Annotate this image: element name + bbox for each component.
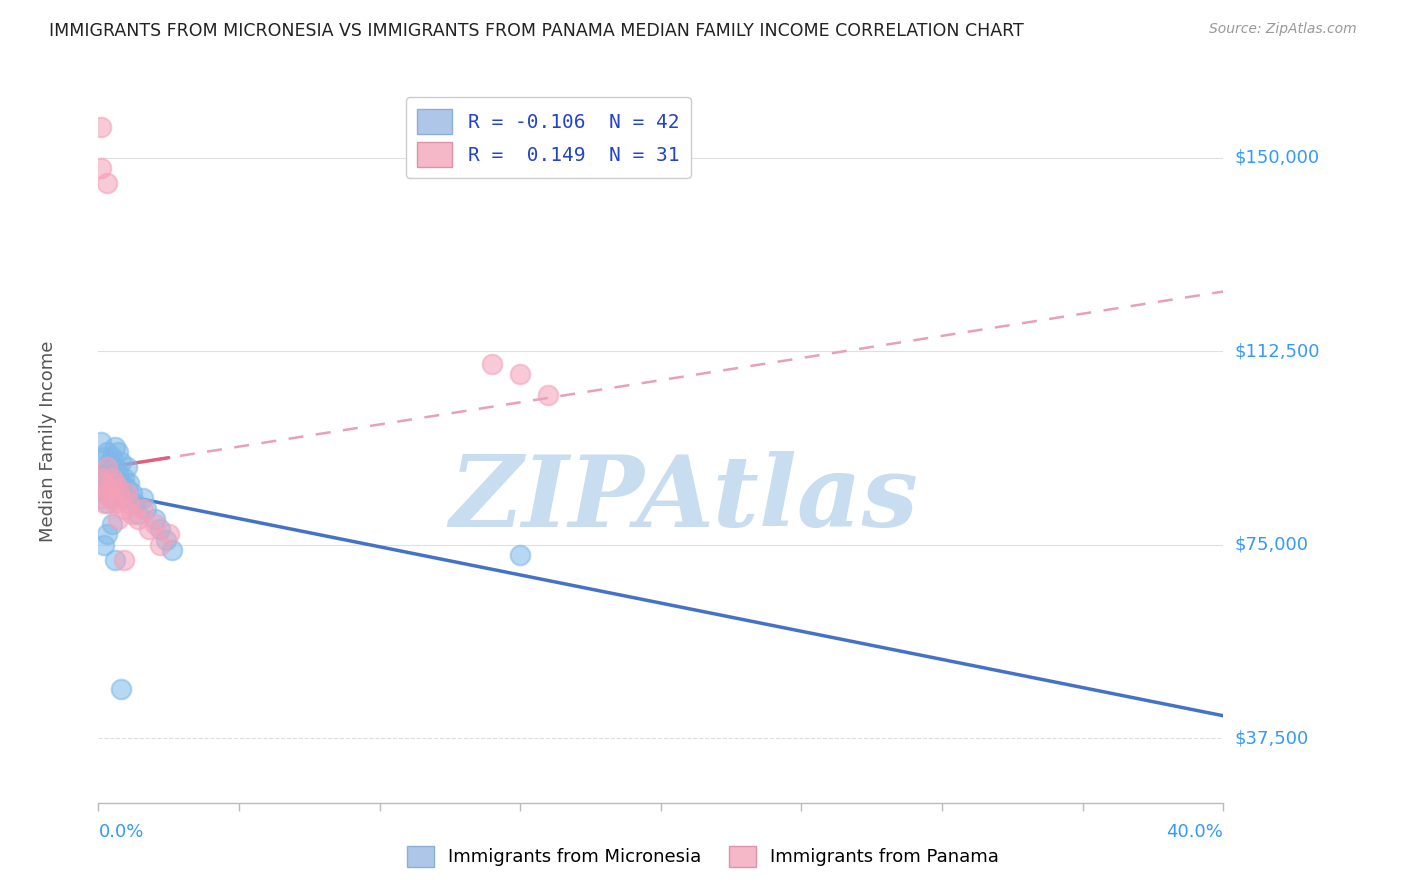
Point — [112, 553, 135, 567]
Legend: R = -0.106  N = 42, R =  0.149  N = 31: R = -0.106 N = 42, R = 0.149 N = 31 — [406, 97, 690, 178]
Point — [104, 553, 127, 567]
Point — [149, 522, 172, 536]
Point — [101, 450, 124, 464]
Point — [155, 533, 177, 547]
Point — [98, 475, 121, 490]
Text: $112,500: $112,500 — [1234, 343, 1320, 360]
Point — [90, 471, 112, 485]
Point — [110, 455, 132, 469]
Point — [104, 460, 127, 475]
Point — [101, 471, 124, 485]
Point — [107, 512, 129, 526]
Point — [90, 161, 112, 175]
Point — [509, 368, 531, 382]
Legend: Immigrants from Micronesia, Immigrants from Panama: Immigrants from Micronesia, Immigrants f… — [399, 838, 1007, 874]
Text: Median Family Income: Median Family Income — [39, 341, 56, 542]
Point — [107, 445, 129, 459]
Text: IMMIGRANTS FROM MICRONESIA VS IMMIGRANTS FROM PANAMA MEDIAN FAMILY INCOME CORREL: IMMIGRANTS FROM MICRONESIA VS IMMIGRANTS… — [49, 22, 1024, 40]
Point — [104, 440, 127, 454]
Point — [98, 455, 121, 469]
Point — [104, 475, 127, 490]
Text: 0.0%: 0.0% — [98, 823, 143, 841]
Point — [96, 460, 118, 475]
Point — [93, 460, 115, 475]
Point — [96, 466, 118, 480]
Point — [110, 491, 132, 506]
Point — [112, 501, 135, 516]
Point — [121, 486, 143, 500]
Point — [104, 481, 127, 495]
Point — [107, 486, 129, 500]
Point — [96, 496, 118, 510]
Point — [96, 445, 118, 459]
Point — [143, 512, 166, 526]
Point — [157, 527, 180, 541]
Point — [93, 475, 115, 490]
Point — [96, 486, 118, 500]
Point — [90, 491, 112, 506]
Point — [101, 517, 124, 532]
Text: ZIPAtlas: ZIPAtlas — [449, 451, 918, 548]
Point — [115, 486, 138, 500]
Point — [132, 491, 155, 506]
Point — [127, 512, 149, 526]
Point — [101, 491, 124, 506]
Point — [121, 507, 143, 521]
Point — [110, 475, 132, 490]
Point — [135, 501, 157, 516]
Point — [93, 496, 115, 510]
Point — [93, 538, 115, 552]
Point — [90, 471, 112, 485]
Text: 40.0%: 40.0% — [1167, 823, 1223, 841]
Point — [96, 527, 118, 541]
Point — [98, 481, 121, 495]
Point — [132, 501, 155, 516]
Point — [93, 481, 115, 495]
Point — [143, 517, 166, 532]
Point — [127, 507, 149, 521]
Point — [110, 682, 132, 697]
Point — [96, 486, 118, 500]
Point — [481, 357, 503, 371]
Point — [118, 475, 141, 490]
Point — [138, 522, 160, 536]
Text: $37,500: $37,500 — [1234, 730, 1309, 747]
Point — [90, 434, 112, 449]
Point — [96, 177, 118, 191]
Point — [115, 460, 138, 475]
Point — [160, 542, 183, 557]
Point — [509, 548, 531, 562]
Point — [101, 491, 124, 506]
Point — [107, 481, 129, 495]
Point — [112, 471, 135, 485]
Point — [112, 491, 135, 506]
Text: $150,000: $150,000 — [1234, 149, 1319, 167]
Point — [118, 496, 141, 510]
Text: Source: ZipAtlas.com: Source: ZipAtlas.com — [1209, 22, 1357, 37]
Point — [93, 450, 115, 464]
Point — [124, 496, 146, 510]
Point — [90, 120, 112, 134]
Point — [107, 466, 129, 480]
Point — [104, 496, 127, 510]
Point — [115, 481, 138, 495]
Point — [101, 471, 124, 485]
Text: $75,000: $75,000 — [1234, 536, 1309, 554]
Point — [537, 388, 560, 402]
Point — [149, 538, 172, 552]
